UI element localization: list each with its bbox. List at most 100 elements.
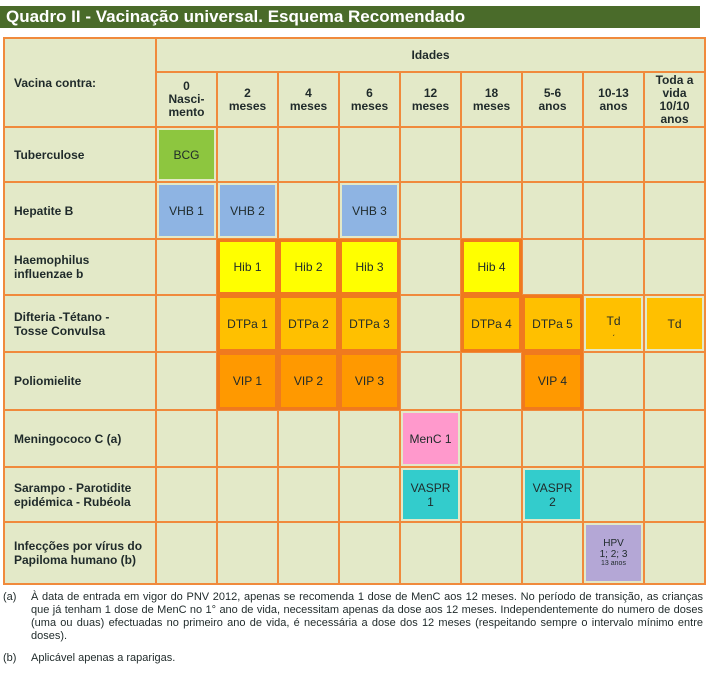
cell-line: Toda a — [655, 72, 694, 87]
cell-line: VHB 3 — [352, 203, 387, 218]
schedule-cell: VHB 2 — [216, 181, 279, 240]
age-header-4: 12 meses — [399, 71, 462, 128]
dose-label: Td ˏ — [606, 314, 620, 336]
schedule-cell — [155, 238, 218, 296]
schedule-cell: MenC 1 — [399, 409, 462, 468]
dose-cell: Td — [647, 298, 702, 349]
dose-label: Hib 3 — [355, 260, 383, 274]
schedule-cell: VIP 2 — [277, 351, 340, 411]
schedule-cell — [338, 126, 401, 183]
schedule-cell — [399, 238, 462, 296]
schedule-cell — [155, 294, 218, 353]
schedule-cell — [643, 238, 706, 296]
dose-label: Hib 1 — [233, 260, 261, 274]
cell-line: 10-13 — [598, 85, 629, 100]
dose-label: VHB 2 — [230, 204, 265, 218]
dose-cell: DTPa 3 — [339, 295, 400, 352]
schedule-cell: VASPR 1 — [399, 466, 462, 523]
cell-line: vida — [662, 85, 687, 100]
schedule-cell: HPV 1; 2; 3 13 anos — [582, 521, 645, 585]
dose-label: HPV 1; 2; 3 13 anos — [600, 538, 628, 568]
schedule-cell: Td — [643, 294, 706, 353]
footnote-mark-icon: ˏ — [611, 325, 615, 336]
dose-cell: VHB 1 — [159, 185, 214, 236]
ages-group-header: Idades — [155, 37, 706, 73]
schedule-cell — [582, 181, 645, 240]
table-title: Quadro II - Vacinação universal. Esquema… — [0, 6, 700, 28]
schedule-cell — [582, 126, 645, 183]
schedule-cell — [399, 181, 462, 240]
cell-line: mento — [168, 105, 205, 119]
schedule-cell — [338, 409, 401, 468]
dose-label: VHB 1 — [169, 204, 204, 218]
schedule-cell: BCG — [155, 126, 218, 183]
schedule-cell — [582, 351, 645, 411]
vaccine-name: Sarampo - Parotidite epidémica - Rubéola — [3, 466, 157, 523]
dose-label: VASPR 1 — [411, 481, 451, 509]
cell-line: VASPR — [532, 480, 573, 495]
schedule-cell — [460, 521, 523, 585]
schedule-cell: Td ˏ — [582, 294, 645, 353]
age-header-8: Toda a vida 10/10 anos — [643, 71, 706, 128]
age-header-3: 6 meses — [338, 71, 401, 128]
dose-cell: HPV 1; 2; 3 13 anos — [586, 525, 641, 581]
dose-cell: VASPR 1 — [403, 470, 458, 519]
cell-line: HPV — [603, 538, 624, 549]
cell-line: 2 — [244, 85, 251, 100]
cell-line: VIP 4 — [537, 374, 568, 388]
schedule-cell — [277, 181, 340, 240]
dose-label: VIP 3 — [355, 374, 384, 388]
footnote: (a) À data de entrada em vigor do PNV 201… — [3, 591, 703, 643]
dose-label: Hib 2 — [294, 260, 322, 274]
schedule-cell — [399, 351, 462, 411]
dose-cell: DTPa 4 — [461, 295, 522, 352]
cell-line: meses — [289, 98, 328, 113]
dose-label: VIP 1 — [233, 374, 262, 388]
dose-label: VHB 3 — [352, 204, 387, 218]
cell-line: Tuberculose — [14, 147, 85, 162]
schedule-cell: Hib 1 — [216, 238, 279, 296]
footnotes: (a) À data de entrada em vigor do PNV 201… — [3, 591, 703, 674]
schedule-cell — [460, 351, 523, 411]
schedule-cell — [521, 521, 584, 585]
schedule-cell — [582, 466, 645, 523]
cell-line: 6 — [366, 85, 373, 100]
schedule-cell — [460, 409, 523, 468]
cell-line: BCG — [173, 147, 200, 162]
schedule-cell — [155, 466, 218, 523]
cell-line: Nasci- — [168, 92, 205, 106]
table-row: Sarampo - Parotidite epidémica - Rubéola V… — [3, 466, 706, 523]
dose-cell: DTPa 2 — [278, 295, 339, 352]
cell-line: DTPa 1 — [227, 316, 268, 331]
cell-line: Difteria -Tétano - — [14, 309, 110, 324]
schedule-cell: VHB 1 — [155, 181, 218, 240]
schedule-cell — [277, 466, 340, 523]
schedule-cell — [643, 409, 706, 468]
cell-line: Haemophilus — [14, 253, 90, 267]
cell-line: Hib 1 — [233, 260, 262, 274]
dose-cell: Hib 1 — [217, 239, 278, 295]
dose-cell: VIP 2 — [278, 352, 339, 410]
schedule-cell — [643, 351, 706, 411]
schedule-cell: DTPa 3 — [338, 294, 401, 353]
schedule-cell — [216, 126, 279, 183]
cell-line: MenC 1 — [409, 431, 452, 446]
cell-line: 5-6 — [543, 85, 562, 100]
table-row: Difteria -Tétano - Tosse Convulsa DTPa 1 DT… — [3, 294, 706, 353]
schedule-cell: DTPa 2 — [277, 294, 340, 353]
dose-label: VIP 2 — [294, 374, 323, 388]
schedule-cell — [399, 294, 462, 353]
cell-line: Infecções por vírus do — [14, 539, 143, 553]
dose-cell: VIP 4 — [522, 352, 583, 410]
cell-line: Meningococo C (a) — [14, 431, 122, 446]
schedule-cell — [521, 238, 584, 296]
cell-line: DTPa 3 — [349, 316, 390, 331]
table-row: Meningococo C (a) MenC 1 — [3, 409, 706, 468]
schedule-cell: Hib 2 — [277, 238, 340, 296]
cell-line: VHB 1 — [169, 203, 204, 218]
schedule-cell — [521, 409, 584, 468]
schedule-cell — [277, 521, 340, 585]
vaccine-column-header: Vacina contra: — [3, 37, 157, 128]
dose-label: DTPa 4 — [471, 317, 512, 331]
dose-label: Hib 4 — [477, 260, 505, 274]
